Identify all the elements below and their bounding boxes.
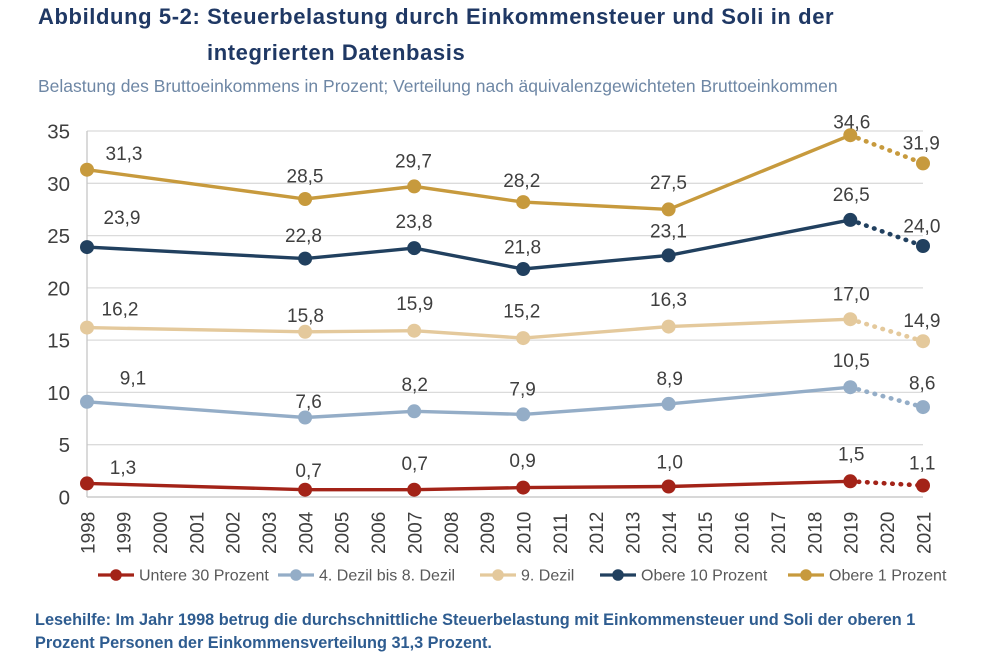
svg-text:5: 5 — [59, 434, 70, 457]
svg-text:9,1: 9,1 — [120, 369, 146, 390]
svg-text:8,2: 8,2 — [401, 375, 427, 396]
svg-text:1,0: 1,0 — [656, 453, 682, 474]
svg-text:2010: 2010 — [515, 512, 536, 554]
svg-text:10,5: 10,5 — [833, 351, 870, 372]
svg-text:Untere 30 Prozent: Untere 30 Prozent — [139, 568, 269, 585]
svg-text:28,2: 28,2 — [503, 171, 540, 192]
svg-text:2020: 2020 — [878, 512, 899, 554]
svg-text:9. Dezil: 9. Dezil — [521, 568, 574, 585]
svg-text:2009: 2009 — [478, 512, 499, 554]
svg-text:7,9: 7,9 — [509, 380, 535, 401]
svg-text:28,5: 28,5 — [287, 167, 324, 188]
svg-text:20: 20 — [47, 277, 70, 300]
svg-text:8,6: 8,6 — [909, 373, 935, 394]
svg-text:1998: 1998 — [78, 512, 99, 554]
svg-text:8,9: 8,9 — [656, 369, 682, 390]
svg-text:15: 15 — [47, 330, 70, 353]
svg-text:1999: 1999 — [115, 512, 136, 554]
svg-text:2003: 2003 — [260, 512, 281, 554]
svg-text:0: 0 — [59, 487, 70, 510]
svg-text:2005: 2005 — [333, 512, 354, 554]
svg-text:23,1: 23,1 — [650, 222, 687, 243]
svg-text:15,9: 15,9 — [396, 294, 433, 315]
svg-text:2013: 2013 — [624, 512, 645, 554]
svg-text:2000: 2000 — [151, 512, 172, 554]
svg-text:17,0: 17,0 — [833, 285, 870, 306]
svg-text:16,2: 16,2 — [102, 300, 139, 321]
svg-text:2006: 2006 — [369, 512, 390, 554]
svg-text:2014: 2014 — [660, 511, 681, 554]
svg-text:25: 25 — [47, 225, 70, 248]
svg-text:22,8: 22,8 — [285, 226, 322, 247]
svg-text:7,6: 7,6 — [295, 392, 321, 413]
svg-text:2001: 2001 — [187, 512, 208, 554]
svg-text:2011: 2011 — [551, 513, 572, 554]
svg-text:27,5: 27,5 — [650, 173, 687, 194]
svg-text:23,9: 23,9 — [104, 208, 141, 229]
svg-text:2021: 2021 — [914, 512, 935, 554]
svg-text:23,8: 23,8 — [396, 212, 433, 233]
svg-text:0,9: 0,9 — [509, 451, 535, 472]
svg-text:15,8: 15,8 — [287, 306, 324, 327]
svg-text:Obere 10 Prozent: Obere 10 Prozent — [641, 568, 768, 585]
svg-text:2018: 2018 — [805, 512, 826, 554]
svg-text:30: 30 — [47, 173, 70, 196]
svg-text:10: 10 — [47, 382, 70, 405]
svg-text:2019: 2019 — [842, 512, 863, 554]
svg-text:2015: 2015 — [696, 512, 717, 554]
svg-text:31,3: 31,3 — [106, 144, 143, 165]
svg-text:21,8: 21,8 — [504, 237, 541, 258]
svg-text:2002: 2002 — [224, 512, 245, 554]
svg-text:2012: 2012 — [587, 512, 608, 554]
svg-text:1,3: 1,3 — [110, 458, 136, 479]
svg-text:14,9: 14,9 — [903, 311, 940, 332]
svg-text:2008: 2008 — [442, 512, 463, 554]
svg-text:26,5: 26,5 — [833, 185, 870, 206]
svg-text:0,7: 0,7 — [401, 454, 427, 475]
svg-text:24,0: 24,0 — [903, 216, 940, 237]
svg-text:1,5: 1,5 — [838, 444, 864, 465]
svg-text:31,9: 31,9 — [903, 133, 940, 154]
svg-text:1,1: 1,1 — [909, 453, 935, 474]
svg-text:2007: 2007 — [405, 512, 426, 554]
svg-text:35: 35 — [47, 121, 70, 144]
svg-text:16,3: 16,3 — [650, 290, 687, 311]
svg-text:2017: 2017 — [769, 512, 790, 554]
svg-text:29,7: 29,7 — [395, 151, 432, 172]
svg-text:Obere 1 Prozent: Obere 1 Prozent — [829, 568, 947, 585]
svg-text:2016: 2016 — [733, 512, 754, 554]
svg-text:4. Dezil bis 8. Dezil: 4. Dezil bis 8. Dezil — [319, 568, 455, 585]
svg-text:34,6: 34,6 — [833, 113, 870, 134]
svg-text:0,7: 0,7 — [295, 461, 321, 482]
svg-text:15,2: 15,2 — [503, 302, 540, 323]
svg-text:2004: 2004 — [296, 511, 317, 554]
